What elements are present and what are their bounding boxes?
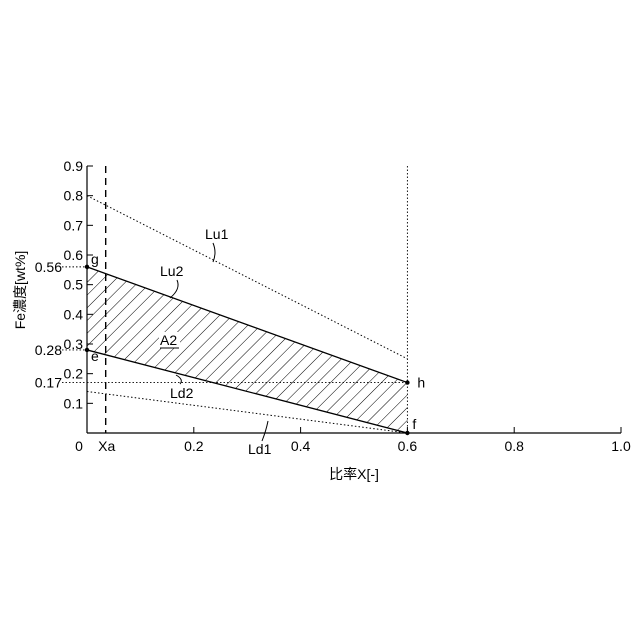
x-tick-label: 0.4 [291,438,311,454]
series-label-leader [170,280,178,298]
x-tick-label: 0 [75,438,83,454]
extra-y-label: 0.28 [35,342,62,358]
y-tick-label: 0.3 [64,336,84,352]
series-label-ld1: Ld1 [248,441,272,457]
series-label-lu1: Lu1 [205,226,229,242]
y-axis-title: Fe濃度[wt%] [12,251,28,330]
region-a2-hatch [87,267,407,433]
point-f [405,431,409,435]
y-tick-label: 0.1 [64,395,84,411]
extra-y-label: 0.17 [35,375,62,391]
x-tick-label: 0.8 [504,438,524,454]
y-tick-label: 0.6 [64,247,84,263]
y-tick-label: 0.8 [64,188,84,204]
region-label-a2: A2 [160,332,177,348]
x-tick-label: 0.2 [184,438,204,454]
series-label-ld2: Ld2 [170,385,194,401]
point-h [405,380,409,384]
x-tick-label: 0.6 [398,438,418,454]
series-label-leader [213,243,215,262]
x-tick-label: 1.0 [611,438,631,454]
point-label-g: g [91,251,99,267]
y-tick-label: 0.2 [64,366,84,382]
xa-label: Xa [98,438,115,454]
point-label-f: f [412,416,416,432]
point-g [85,265,89,269]
point-label-e: e [91,348,99,364]
y-tick-label: 0.7 [64,217,84,233]
x-axis-title: 比率X[-] [329,466,379,482]
point-e [85,348,89,352]
extra-y-label: 0.56 [35,259,62,275]
series-label-leader [262,421,268,441]
y-tick-label: 0.4 [64,306,84,322]
y-tick-label: 0.9 [64,158,84,174]
y-tick-label: 0.5 [64,277,84,293]
point-label-h: h [417,375,425,391]
series-label-lu2: Lu2 [160,263,184,279]
